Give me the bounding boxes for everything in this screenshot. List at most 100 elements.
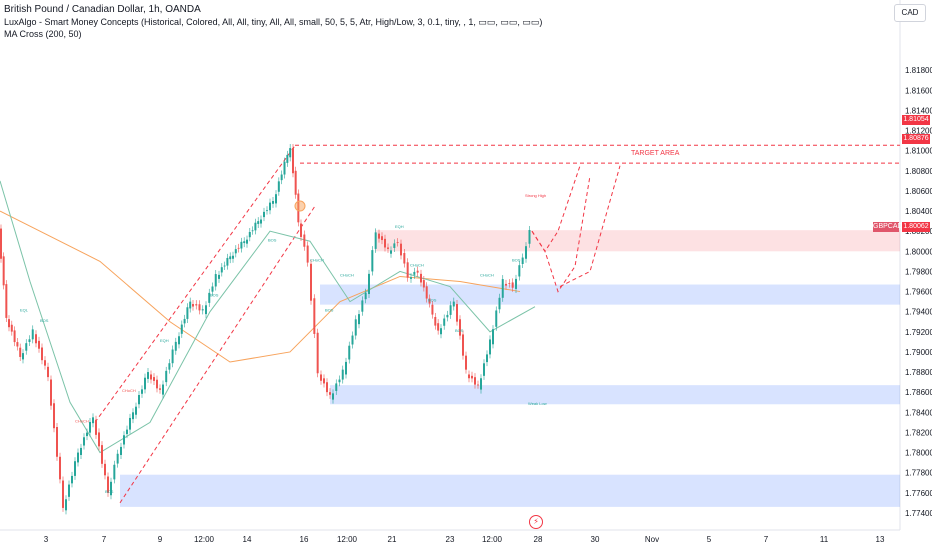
candle-body <box>183 318 186 324</box>
x-tick-label: 11 <box>820 535 829 544</box>
candle-body <box>162 384 164 395</box>
candle-body <box>361 300 364 312</box>
candle-body <box>316 332 319 374</box>
candle-body <box>474 377 476 385</box>
candle-body <box>98 432 100 447</box>
candle-body <box>153 377 155 381</box>
candle-body <box>326 382 328 393</box>
indicator-ma-cross-label[interactable]: MA Cross (200, 50) <box>4 29 82 39</box>
y-tick-label: 1.81000 <box>905 147 932 156</box>
symbol-tag: GBPCAD <box>873 222 903 232</box>
candle-body <box>518 265 521 277</box>
candle-body <box>220 267 223 273</box>
candle-body <box>378 233 380 239</box>
candle-body <box>165 370 168 383</box>
candle-body <box>422 280 425 288</box>
y-tick-label: 1.79600 <box>905 288 932 297</box>
candle-body <box>289 148 292 158</box>
candle-body <box>428 298 431 304</box>
candle-body <box>525 246 527 259</box>
candle-body <box>195 304 198 306</box>
candle-body <box>477 384 479 386</box>
candle-body <box>159 388 161 390</box>
structure-label: BOS <box>105 489 114 494</box>
red-supply-zone <box>375 230 900 252</box>
candle-body <box>92 417 94 424</box>
y-tick-label: 1.78800 <box>905 368 932 377</box>
highlight-circle <box>294 200 306 212</box>
candle-body <box>351 335 354 345</box>
candle-body <box>5 284 8 318</box>
candle-body <box>234 249 237 254</box>
y-tick-label: 1.78400 <box>905 408 932 417</box>
candle-body <box>104 463 106 476</box>
y-tick-label: 1.78000 <box>905 449 932 458</box>
candle-body <box>310 263 312 301</box>
candle-body <box>25 343 28 351</box>
candle-body <box>354 319 357 336</box>
price-tag-level-2: 1.80876 <box>902 134 930 144</box>
candle-body <box>465 355 467 370</box>
candle-body <box>434 316 437 326</box>
candle-body <box>420 273 422 283</box>
y-tick-label: 1.81600 <box>905 86 932 95</box>
channel-lower-line <box>119 205 316 504</box>
candle-body <box>459 319 461 336</box>
projection-path-3 <box>559 165 621 287</box>
structure-label: BOS <box>428 298 437 303</box>
indicator-smc-label[interactable]: LuxAlgo - Smart Money Concepts (Historic… <box>4 17 543 27</box>
x-tick-label: 21 <box>388 535 397 544</box>
x-tick-label: 3 <box>44 535 49 544</box>
candle-body <box>8 319 10 328</box>
candle-body <box>269 202 271 211</box>
candle-body <box>147 372 149 379</box>
candle-body <box>232 255 234 259</box>
candle-body <box>272 201 274 204</box>
structure-label: BOS <box>325 308 334 313</box>
projection-path-2 <box>531 165 581 253</box>
candle-body <box>208 292 211 303</box>
candle-body <box>120 446 122 455</box>
candle-body <box>413 271 416 275</box>
structure-label: BOS <box>268 237 277 242</box>
candle-body <box>416 270 419 273</box>
candle-body <box>171 349 174 364</box>
y-tick-label: 1.80800 <box>905 167 932 176</box>
x-tick-label: 7 <box>102 535 107 544</box>
candle-body <box>263 211 265 218</box>
candle-body <box>257 221 260 224</box>
candle-body <box>28 339 31 342</box>
candle-body <box>456 304 458 322</box>
candle-body <box>74 461 76 476</box>
lightning-icon[interactable]: ⚡ <box>529 515 543 529</box>
candle-body <box>486 354 488 363</box>
candle-body <box>56 427 58 457</box>
candle-body <box>186 307 189 319</box>
candle-body <box>446 314 449 318</box>
candle-body <box>107 476 109 493</box>
candle-body <box>62 480 64 508</box>
candle-body <box>246 239 248 244</box>
candle-body <box>410 277 412 279</box>
candle-body <box>440 328 442 335</box>
candle-body <box>53 403 55 429</box>
currency-button[interactable]: CAD <box>894 4 926 22</box>
candle-body <box>110 481 112 496</box>
candle-body <box>248 231 251 238</box>
candle-body <box>229 256 232 260</box>
candle-body <box>205 305 207 315</box>
structure-label: CHoCH <box>310 257 324 262</box>
y-tick-label: 1.78600 <box>905 388 932 397</box>
candle-body <box>387 247 389 249</box>
candle-body <box>329 392 331 395</box>
candle-body <box>501 279 504 298</box>
x-tick-label: 13 <box>876 535 885 544</box>
candle-body <box>50 379 52 406</box>
candle-body <box>443 318 446 326</box>
candle-body <box>211 286 214 292</box>
x-tick-label: 30 <box>591 535 600 544</box>
candle-body <box>511 282 514 288</box>
candle-body <box>223 265 226 267</box>
y-tick-label: 1.79200 <box>905 328 932 337</box>
